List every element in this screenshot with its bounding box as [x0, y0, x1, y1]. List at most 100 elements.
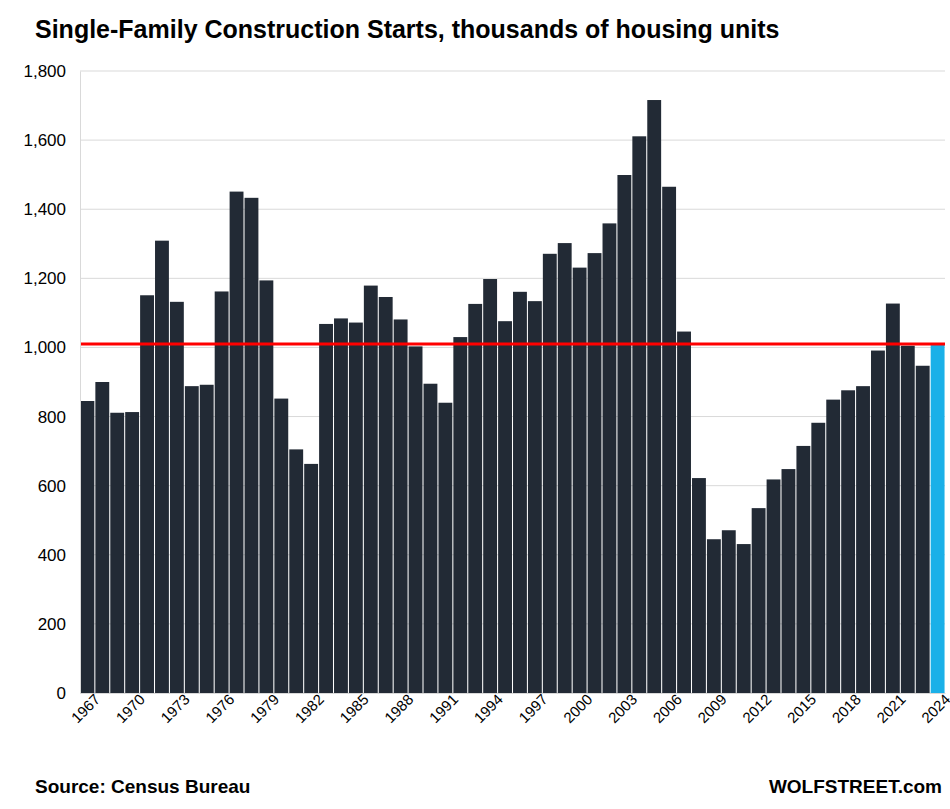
- bar: [573, 268, 587, 693]
- bar: [826, 400, 840, 693]
- grid-line: [80, 278, 945, 279]
- x-tick-label: 1982: [291, 691, 327, 727]
- bar: [841, 390, 855, 693]
- x-axis-line: [81, 693, 946, 694]
- credit: WOLFSTREET.com: [769, 776, 942, 797]
- bar: [424, 384, 438, 693]
- bar: [215, 291, 229, 693]
- y-tick: 0: [57, 684, 80, 703]
- bar: [886, 304, 900, 693]
- bar: [558, 243, 572, 693]
- bar: [811, 423, 825, 693]
- y-tick-label: 600: [38, 477, 66, 496]
- bar: [379, 297, 393, 693]
- bar: [543, 254, 557, 693]
- bar: [931, 344, 945, 693]
- bar: [155, 241, 169, 693]
- title: Single-Family Construction Starts, thous…: [35, 15, 779, 43]
- x-tick-label: 1997: [515, 691, 551, 727]
- chart: Single-Family Construction Starts, thous…: [0, 0, 950, 809]
- bar: [782, 469, 796, 693]
- bar: [230, 192, 244, 693]
- grid-line: [80, 71, 945, 72]
- bar: [737, 544, 751, 693]
- y-tick-label: 1,800: [23, 62, 66, 81]
- x-tick: 2006: [649, 691, 685, 727]
- y-tick: 1,200: [23, 269, 80, 288]
- bar: [349, 323, 363, 693]
- bar: [767, 479, 781, 693]
- y-tick-label: 1,000: [23, 338, 66, 357]
- x-tick-label: 1985: [336, 691, 372, 727]
- bar: [364, 286, 378, 693]
- bar: [274, 399, 288, 693]
- x-tick-label: 2006: [649, 691, 685, 727]
- bar: [707, 539, 721, 693]
- x-tick-label: 2012: [739, 691, 775, 727]
- x-tick-label: 1973: [157, 691, 193, 727]
- bar: [647, 100, 661, 693]
- bar: [140, 295, 154, 693]
- bar: [528, 301, 542, 693]
- x-tick-label: 2000: [560, 691, 596, 727]
- y-tick: 400: [38, 546, 80, 565]
- bar: [722, 530, 736, 693]
- x-tick: 1997: [515, 691, 551, 727]
- bar: [468, 304, 482, 693]
- x-tick: 2003: [605, 691, 641, 727]
- x-tick: 1973: [157, 691, 193, 727]
- x-tick: 1982: [291, 691, 327, 727]
- x-tick: 2015: [784, 691, 820, 727]
- x-tick-label: 1991: [426, 691, 462, 727]
- bar: [901, 346, 915, 693]
- y-tick: 1,800: [23, 62, 80, 81]
- source: Source: Census Bureau: [35, 776, 250, 797]
- y-tick-label: 0: [57, 684, 66, 703]
- x-tick: 1970: [112, 691, 148, 727]
- x-tick-label: 2024: [918, 691, 950, 727]
- bar: [409, 346, 423, 693]
- x-tick: 1979: [247, 691, 283, 727]
- grid-line: [80, 347, 945, 348]
- x-tick: 1976: [202, 691, 238, 727]
- grid-line: [80, 209, 945, 210]
- y-tick: 1,600: [23, 131, 80, 150]
- x-tick: 2009: [694, 691, 730, 727]
- bar: [617, 175, 631, 693]
- bar: [289, 449, 303, 693]
- bar: [692, 478, 706, 693]
- x-tick-label: 1976: [202, 691, 238, 727]
- x-tick: 2018: [828, 691, 864, 727]
- bar: [752, 508, 766, 693]
- bar: [170, 302, 184, 693]
- x-tick: 2024: [918, 691, 950, 727]
- x-tick-label: 2018: [828, 691, 864, 727]
- bar: [796, 446, 810, 693]
- x-tick: 2021: [873, 691, 909, 727]
- x-tick: 2000: [560, 691, 596, 727]
- bar: [498, 321, 512, 693]
- bar: [110, 413, 124, 693]
- x-tick-label: 1967: [68, 691, 104, 727]
- bar: [185, 386, 199, 693]
- y-tick-label: 800: [38, 407, 66, 426]
- y-tick: 800: [38, 407, 80, 426]
- y-axis-line: [80, 72, 81, 694]
- x-tick-label: 2003: [605, 691, 641, 727]
- x-tick: 1985: [336, 691, 372, 727]
- y-axis: 02004006008001,0001,2001,4001,6001,800: [23, 62, 80, 703]
- y-tick: 600: [38, 477, 80, 496]
- bar: [319, 324, 333, 693]
- x-tick: 1988: [381, 691, 417, 727]
- grid: [80, 71, 945, 693]
- y-tick-label: 1,600: [23, 131, 66, 150]
- reference-line: [80, 342, 945, 345]
- x-tick-label: 1994: [470, 691, 506, 727]
- y-tick-label: 1,200: [23, 269, 66, 288]
- bar: [394, 319, 408, 693]
- x-tick-label: 1970: [112, 691, 148, 727]
- bar: [588, 253, 602, 693]
- bar: [125, 412, 139, 693]
- bar: [453, 337, 467, 693]
- bar: [200, 385, 214, 693]
